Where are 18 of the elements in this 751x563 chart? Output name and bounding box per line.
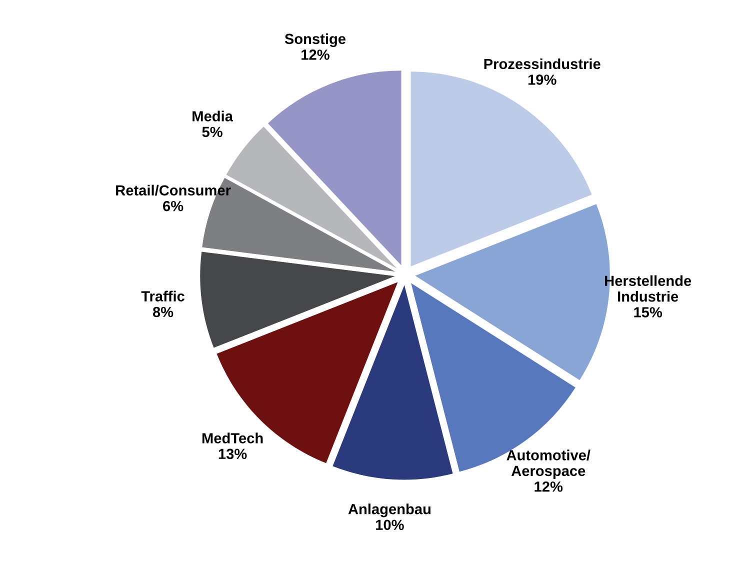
data-label: 5% <box>202 126 222 138</box>
slice-label: Herstellende Industrie <box>605 275 692 302</box>
data-label: 8% <box>152 306 174 318</box>
data-label: 19% <box>528 74 556 85</box>
slice-label: Prozessindustrie <box>484 58 600 70</box>
slice-label: Sonstige <box>284 33 346 48</box>
data-label: 10% <box>376 520 404 530</box>
slice-label: Media <box>192 110 234 122</box>
slice-label: MedTech <box>202 432 263 444</box>
slice-label: Anlagenbau <box>348 504 430 518</box>
data-label: 15% <box>634 307 662 318</box>
data-label: 13% <box>218 448 247 460</box>
slice-label: Automotive/ Aerospace <box>506 450 590 479</box>
data-label: 12% <box>534 481 563 492</box>
data-label: 6% <box>163 200 184 212</box>
slice-label: Traffic <box>141 290 184 302</box>
data-label: 12% <box>302 50 330 60</box>
slice-label: Retail/Consumer <box>116 184 231 196</box>
